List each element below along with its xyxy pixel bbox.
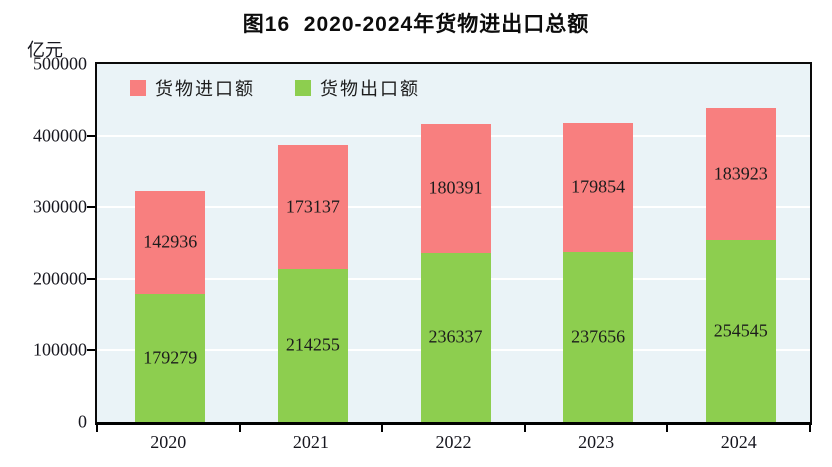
legend-swatch-import-icon [130, 80, 146, 96]
x-axis-tick-label: 2022 [435, 432, 472, 452]
bar-segment-import [705, 108, 776, 240]
bar-segment-import [135, 191, 206, 294]
bar-value-label: 142936 [143, 231, 198, 252]
legend-item: 货物进口额 [130, 75, 255, 101]
legend-swatch-export-icon [295, 80, 311, 96]
bar-value-label: 254545 [713, 320, 768, 341]
x-axis-tick [809, 425, 811, 432]
bar-value-label: 179854 [571, 176, 626, 197]
x-axis-tick [96, 425, 98, 432]
x-axis-tick-label: 2021 [292, 432, 329, 452]
bar-segment-import [563, 123, 634, 252]
bar-segment-import [420, 123, 491, 253]
y-axis-tick-label: 200000 [33, 268, 87, 289]
bar-segment-import [277, 144, 348, 269]
y-axis-tick [87, 277, 95, 280]
bar-segment-export [135, 293, 206, 422]
x-axis-tick-label: 2020 [150, 432, 187, 452]
legend-label: 货物出口额 [320, 79, 420, 99]
bar-value-label: 236337 [428, 326, 483, 347]
bar-segment-export [277, 268, 348, 422]
bar-value-label: 214255 [285, 334, 340, 355]
legend: 货物进口额 货物出口额 [130, 75, 420, 101]
x-axis-tick-label: 2024 [720, 432, 757, 452]
bar-segment-export [705, 239, 776, 422]
y-axis-tick [87, 349, 95, 352]
x-axis-tick [381, 425, 384, 432]
y-axis-tick-label: 0 [78, 411, 87, 432]
bar-value-label: 179279 [143, 347, 198, 368]
y-axis-tick [87, 134, 95, 137]
plot-area: 货物进口额 货物出口额 179279 142936 214255 173137 23633… [95, 62, 812, 425]
bar-value-label: 237656 [571, 326, 626, 347]
bar-value-label: 183923 [713, 163, 768, 184]
bar-segment-export [420, 252, 491, 422]
legend-item: 货物出口额 [295, 75, 420, 101]
bar-segment-export [563, 251, 634, 422]
x-axis-tick-label: 2023 [578, 432, 615, 452]
legend-label: 货物进口额 [155, 79, 255, 99]
y-axis-tick [87, 206, 95, 209]
y-axis-tick-label: 100000 [33, 339, 87, 360]
x-axis-tick [523, 425, 526, 432]
bar-value-label: 180391 [428, 177, 483, 198]
y-axis-tick-label: 400000 [33, 125, 87, 146]
y-axis-tick-label: 300000 [33, 196, 87, 217]
x-axis-tick [238, 425, 241, 432]
chart-title: 图16 2020-2024年货物进出口总额 [242, 13, 590, 36]
x-axis-tick [666, 425, 669, 432]
bar-value-label: 173137 [285, 196, 340, 217]
y-axis-tick-label: 500000 [33, 53, 87, 74]
y-axis-unit-label: 亿元 [27, 40, 63, 60]
